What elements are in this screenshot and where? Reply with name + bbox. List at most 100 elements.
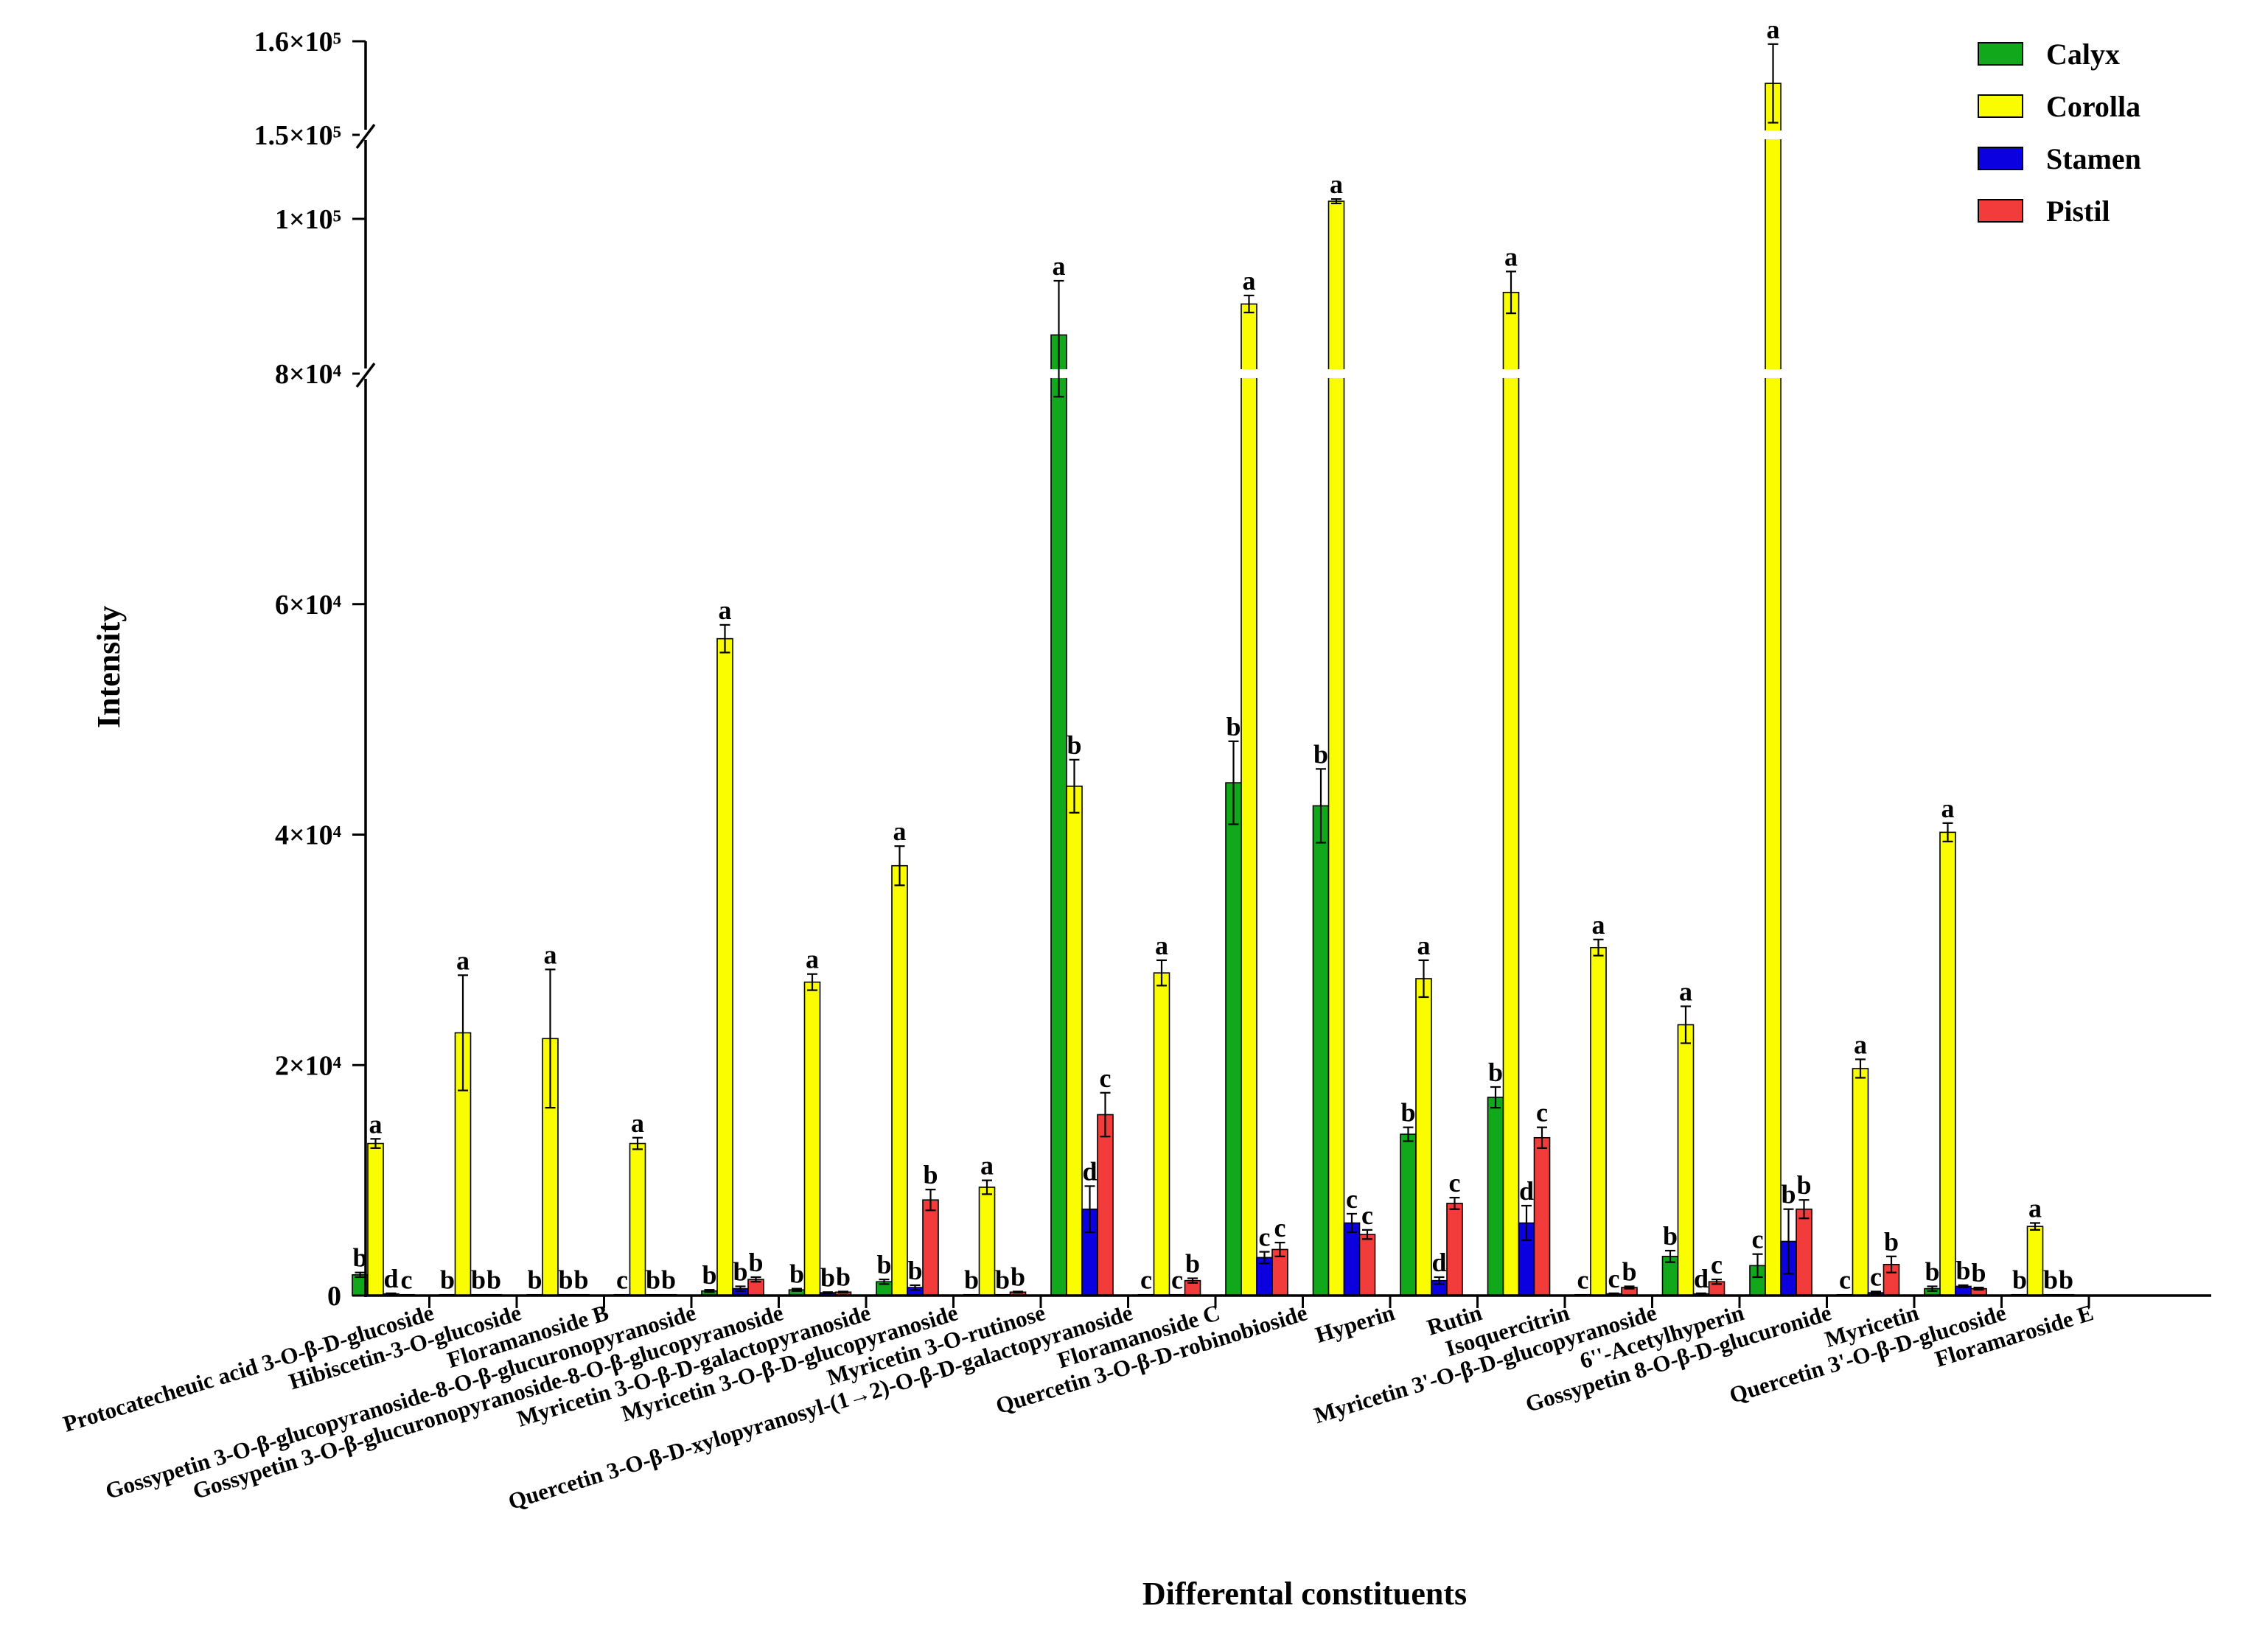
bar-corolla-hyperin [1327,200,1345,1296]
significance-letter-pistil-quercetin-3-o-d-robinobioside: c [1274,1213,1286,1243]
y-tick-label-20000: 2×10⁴ [275,1050,342,1081]
significance-letter-pistil-quercetin-3-o-d-glucoside: b [1971,1258,1986,1287]
bar-corolla-quercetin-3-o-d-glucoside [1939,831,1956,1296]
significance-letter-calyx-myricetin: c [1839,1265,1851,1295]
significance-letter-pistil-floramaroside-e: b [2059,1265,2073,1295]
significance-letter-stamen-quercetin-3-o-d-robinobioside: c [1259,1223,1271,1252]
significance-letter-corolla-floramanoside-c: a [1155,931,1168,960]
legend-label-pistil: Pistil [2046,195,2110,228]
significance-letter-stamen-floramanoside-c: c [1171,1265,1183,1295]
significance-letter-calyx-quercetin-3-o-d-xylopyranosyl-1-2-o-d-galactopyranoside: a [1053,251,1066,281]
significance-letter-corolla-hyperin: a [1330,170,1343,199]
bar-corolla-myricetin-3-o-d-galactopyranoside [803,981,821,1296]
y-tick-label-160000: 1.6×10⁵ [254,27,341,57]
bar-corolla-myricetin-3-o-d-glucopyranoside [891,864,908,1296]
significance-letter-corolla-quercetin-3-o-d-glucoside: a [1941,794,1955,823]
significance-letter-pistil-myricetin-3-o-d-glucopyranoside: b [1622,1257,1636,1286]
y-tick-label-60000: 6×10⁴ [275,590,342,621]
axis-break-gap-corolla-isoquercitrin-0 [1501,369,1521,378]
legend-label-stamen: Stamen [2046,142,2141,175]
significance-letter-calyx-hibiscetin-3-o-glucoside: b [440,1265,455,1295]
significance-letter-corolla-protocatecheuic-acid-3-o-d-glucoside: a [369,1109,383,1139]
significance-letter-corolla-isoquercitrin: a [1504,242,1518,271]
significance-letter-corolla-gossypetin-3-o-glucuronopyranoside-8-o-glucopyranoside: a [719,595,732,625]
significance-letter-pistil-myricetin-3-o-d-glucopyranoside: b [923,1160,938,1189]
bar-calyx-isoquercitrin [1487,1097,1504,1296]
axis-break-gap-corolla-quercetin-3-o-d-robinobioside-0 [1240,369,1258,378]
legend-swatch-corolla [1978,94,2023,118]
significance-letter-calyx-hyperin: b [1313,739,1328,769]
significance-letter-pistil-floramanoside-b: b [573,1265,588,1295]
bar-corolla-rutin [1415,978,1432,1296]
significance-letter-corolla-myricetin: a [1854,1030,1867,1059]
bar-corolla-floramanoside-c [1153,972,1170,1296]
bar-corolla-6-acetylhyperin [1677,1024,1695,1296]
significance-letter-corolla-hibiscetin-3-o-glucoside: a [456,946,470,975]
bar-corolla-protocatecheuic-acid-3-o-d-glucoside [367,1142,384,1296]
significance-letter-stamen-floramanoside-b: b [558,1265,573,1295]
significance-letter-corolla-floramanoside-b: a [544,940,557,969]
significance-letter-calyx-6-acetylhyperin: b [1663,1221,1678,1251]
significance-letter-stamen-hibiscetin-3-o-glucoside: b [471,1265,486,1295]
bar-pistil-isoquercitrin [1533,1136,1551,1296]
significance-letter-calyx-isoquercitrin: b [1488,1058,1503,1087]
significance-letter-calyx-floramanoside-c: c [1140,1265,1152,1295]
axis-break-gap-corolla-hyperin-0 [1327,369,1346,378]
bar-corolla-floramaroside-e [2026,1226,2044,1296]
significance-letter-calyx-gossypetin-3-o-glucopyranoside-8-o-glucuronopyranoside: c [616,1265,628,1295]
y-tick-label-40000: 4×10⁴ [275,820,342,851]
bar-stamen-hyperin [1343,1222,1361,1296]
axis-break-gap-corolla-gossypetin-8-o-d-glucuronide-0 [1764,369,1782,378]
significance-letter-stamen-quercetin-3-o-d-xylopyranosyl-1-2-o-d-galactopyranoside: d [1082,1156,1097,1186]
significance-letter-stamen-myricetin-3-o-d-galactopyranoside: b [820,1262,835,1292]
significance-letter-calyx-protocatecheuic-acid-3-o-d-glucoside: b [352,1243,367,1273]
y-axis-break-mark-0 [355,362,376,388]
significance-letter-calyx-myricetin-3-o-d-galactopyranoside: b [789,1259,804,1289]
significance-letter-stamen-protocatecheuic-acid-3-o-d-glucoside: d [383,1264,398,1293]
significance-letter-corolla-gossypetin-3-o-glucopyranoside-8-o-glucuronopyranoside: a [631,1108,644,1138]
legend: Calyx Corolla Stamen Pistil [1978,38,2141,228]
y-axis-title: Intensity [91,606,127,728]
significance-letter-stamen-isoquercitrin: d [1519,1176,1534,1206]
bar-pistil-hyperin [1358,1234,1376,1296]
significance-letter-pistil-gossypetin-8-o-d-glucuronide: b [1796,1170,1811,1200]
significance-letter-pistil-hibiscetin-3-o-glucoside: b [486,1265,501,1295]
significance-letter-calyx-myricetin-3-o-rutinose: b [964,1265,979,1295]
significance-letter-stamen-quercetin-3-o-d-glucoside: b [1955,1256,1970,1285]
bar-pistil-gossypetin-8-o-d-glucuronide [1796,1208,1812,1296]
significance-letter-pistil-6-acetylhyperin: c [1711,1250,1723,1279]
bar-corolla-gossypetin-3-o-glucuronopyranoside-8-o-glucopyranoside [716,637,733,1296]
significance-letter-pistil-rutin: c [1449,1168,1461,1198]
bar-pistil-quercetin-3-o-d-xylopyranosyl-1-2-o-d-galactopyranoside [1097,1114,1114,1296]
significance-letter-stamen-gossypetin-3-o-glucuronopyranoside-8-o-glucopyranoside: b [733,1257,747,1286]
bar-corolla-myricetin-3-o-rutinose [978,1187,996,1296]
significance-letter-corolla-myricetin-3-o-d-glucopyranoside: a [893,817,907,846]
significance-letter-stamen-hyperin: c [1346,1184,1358,1214]
bar-pistil-myricetin-3-o-d-glucopyranoside [922,1199,939,1296]
significance-letter-pistil-myricetin-3-o-rutinose: b [1011,1262,1025,1292]
y-tick-label-80000: 8×10⁴ [275,359,342,390]
significance-letter-pistil-quercetin-3-o-d-xylopyranosyl-1-2-o-d-galactopyranoside: c [1100,1063,1112,1093]
significance-letter-pistil-myricetin: b [1884,1227,1899,1257]
significance-letter-calyx-rutin: b [1400,1098,1415,1128]
significance-letter-corolla-myricetin-3-o-d-glucopyranoside: a [1592,910,1605,940]
bar-calyx-hyperin [1312,805,1330,1296]
significance-letter-pistil-isoquercitrin: c [1536,1098,1548,1128]
significance-letter-corolla-myricetin-3-o-rutinose: a [980,1151,994,1181]
significance-letter-corolla-rutin: a [1417,931,1431,960]
bar-corolla-myricetin [1852,1068,1869,1296]
axis-break-gap-corolla-gossypetin-8-o-d-glucuronide-1 [1764,130,1782,139]
significance-letter-corolla-quercetin-3-o-d-robinobioside: a [1243,266,1256,296]
y-tick-label-100000: 1×10⁵ [275,204,341,235]
significance-letter-stamen-floramaroside-e: b [2043,1265,2058,1295]
significance-letter-stamen-rutin: d [1431,1248,1446,1277]
significance-letter-stamen-myricetin-3-o-rutinose: b [995,1265,1010,1295]
significance-letter-calyx-myricetin-3-o-d-glucopyranoside: b [876,1250,891,1279]
y-axis-break-mark-1 [355,123,376,150]
legend-swatch-calyx [1978,42,2023,66]
significance-letter-stamen-gossypetin-3-o-glucopyranoside-8-o-glucuronopyranoside: b [646,1265,660,1295]
significance-letter-pistil-floramanoside-c: b [1185,1249,1200,1279]
bar-layer [352,43,2075,1296]
significance-letter-pistil-gossypetin-3-o-glucopyranoside-8-o-glucuronopyranoside: b [661,1265,676,1295]
